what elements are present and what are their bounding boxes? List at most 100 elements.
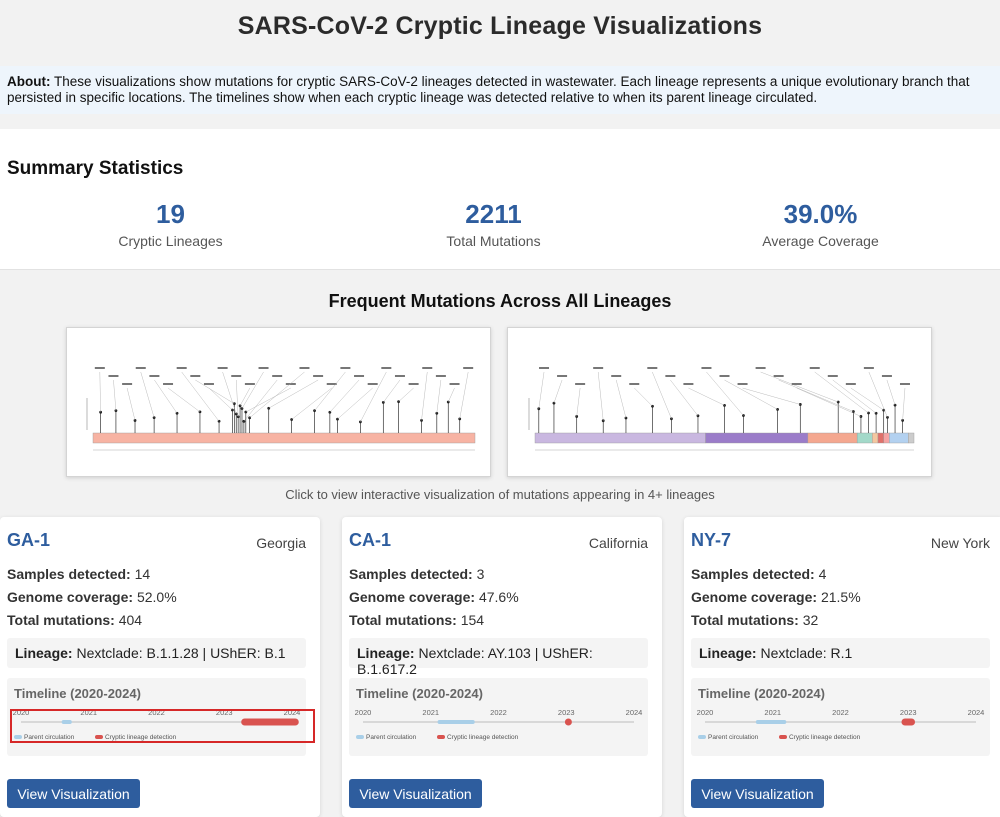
genome-segment — [908, 432, 915, 444]
genome-segment — [877, 432, 884, 444]
lineage-name[interactable]: GA-1 — [7, 530, 51, 550]
stat-value: 39.0% — [783, 199, 858, 229]
label-leader — [337, 387, 373, 420]
lineage-location: New York — [930, 535, 990, 551]
view-visualization-button[interactable]: View Visualization — [691, 779, 824, 808]
mutation-head — [99, 410, 103, 414]
lineage-value: Nextclade: B.1.1.28 | UShER: B.1 — [76, 645, 286, 661]
mutation-label-mark — [258, 367, 269, 369]
timeline-year-label: 2024 — [968, 708, 985, 717]
timeline-panel: Timeline (2020-2024) 2020 2021 2022 2023 202… — [691, 678, 990, 756]
timeline-year-label: 2024 — [284, 708, 301, 717]
label-leader — [796, 387, 862, 417]
lineage-card-ca-1: CA-1 California Samples detected: 3 Geno… — [342, 517, 662, 817]
stat-label: Cryptic Lineages — [118, 233, 223, 249]
mutation-label-mark — [272, 375, 283, 377]
timeline-chart: 2020 2021 2022 2023 2024 Parent circulation Cr… — [355, 708, 643, 741]
samples-row: Samples detected: 3 — [349, 566, 484, 582]
label-leader — [814, 371, 869, 414]
mutation-label-mark — [575, 383, 586, 385]
about-text: These visualizations show mutations for … — [7, 74, 970, 105]
mutation-label-mark — [557, 375, 568, 377]
frequent-mutations-title: Frequent Mutations Across All Lineages — [328, 291, 672, 311]
mutation-label-mark — [827, 375, 838, 377]
mutation-head — [776, 407, 779, 411]
mutation-label-mark — [381, 367, 392, 369]
mutation-head — [859, 415, 863, 418]
lineage-info: Lineage: Nextclade: R.1 — [691, 638, 990, 668]
mutation-label-mark — [190, 375, 201, 377]
mutation-label-mark — [422, 367, 433, 369]
label-leader — [652, 371, 672, 419]
timeline-year-label: 2020 — [13, 708, 30, 717]
mutation-label-mark — [629, 383, 640, 385]
mutations-value: 154 — [460, 612, 485, 628]
legend-parent-swatch — [698, 735, 706, 739]
label-leader — [241, 371, 264, 409]
mutation-label-mark — [647, 367, 658, 369]
mutation-label-mark — [203, 383, 214, 385]
samples-row: Samples detected: 14 — [7, 566, 150, 582]
label-leader — [360, 371, 387, 422]
parent-circulation-bar — [437, 720, 475, 724]
mutations-value: 404 — [118, 612, 143, 628]
label-leader — [140, 371, 155, 418]
lineage-info: Lineage: Nextclade: B.1.1.28 | UShER: B.… — [7, 638, 306, 668]
mutation-head — [234, 412, 238, 416]
timeline-year-label: 2023 — [558, 708, 575, 717]
label-leader — [448, 387, 455, 403]
mutation-label-mark — [217, 367, 228, 369]
mutations-label: Total mutations: — [691, 612, 799, 628]
genome-mutation-thumbnail[interactable] — [507, 327, 932, 477]
mutation-head — [175, 411, 179, 415]
label-leader — [670, 379, 699, 416]
about-banner: About: These visualizations show mutatio… — [0, 66, 1000, 114]
lineage-info: Lineage: Nextclade: AY.103 | UShER: B.1.… — [349, 638, 648, 677]
stat-average-coverage: 39.0% Average Coverage — [654, 199, 987, 249]
legend-cryptic-label: Cryptic lineage detection — [105, 734, 177, 741]
label-leader — [291, 387, 332, 420]
label-leader — [421, 371, 428, 421]
lineage-name[interactable]: NY-7 — [691, 530, 732, 550]
mutation-label-mark — [435, 375, 446, 377]
label-leader — [597, 371, 604, 421]
mutations-label: Total mutations: — [7, 612, 115, 628]
stat-total-mutations: 2211 Total Mutations — [327, 199, 660, 249]
cryptic-detection-bar — [564, 718, 572, 726]
mutation-label-mark — [593, 367, 604, 369]
view-visualization-button[interactable]: View Visualization — [7, 779, 140, 808]
legend-cryptic-label: Cryptic lineage detection — [447, 734, 519, 741]
label-leader — [181, 371, 220, 422]
label-leader — [154, 379, 178, 414]
mutation-label-mark — [449, 383, 460, 385]
coverage-row: Genome coverage: 52.0% — [7, 589, 177, 605]
mutation-label-mark — [683, 383, 694, 385]
mutation-label-mark — [108, 375, 119, 377]
mutation-label-mark — [408, 383, 419, 385]
samples-value: 4 — [818, 566, 827, 582]
timeline-year-label: 2021 — [80, 708, 97, 717]
mutation-head — [670, 417, 673, 421]
label-leader — [436, 379, 442, 414]
lineage-name[interactable]: CA-1 — [349, 530, 392, 550]
mutation-head — [886, 415, 889, 419]
mutation-head — [836, 400, 840, 404]
coverage-label: Genome coverage: — [7, 589, 134, 605]
label-leader — [167, 387, 201, 413]
stat-label: Average Coverage — [762, 233, 879, 249]
samples-value: 14 — [134, 566, 151, 582]
parent-circulation-bar — [61, 720, 72, 724]
mutation-label-mark — [773, 375, 784, 377]
view-visualization-button[interactable]: View Visualization — [349, 779, 482, 808]
timeline-title: Timeline (2020-2024) — [356, 686, 483, 701]
spike-mutation-thumbnail[interactable] — [66, 327, 491, 477]
coverage-value: 47.6% — [478, 589, 519, 605]
legend-cryptic-label: Cryptic lineage detection — [789, 734, 861, 741]
mutation-label-mark — [163, 383, 174, 385]
timeline-year-label: 2022 — [832, 708, 849, 717]
timeline-title: Timeline (2020-2024) — [698, 686, 825, 701]
mutation-label-mark — [863, 367, 874, 369]
label-leader — [383, 379, 401, 403]
label-leader — [243, 379, 278, 422]
label-leader — [616, 379, 627, 419]
